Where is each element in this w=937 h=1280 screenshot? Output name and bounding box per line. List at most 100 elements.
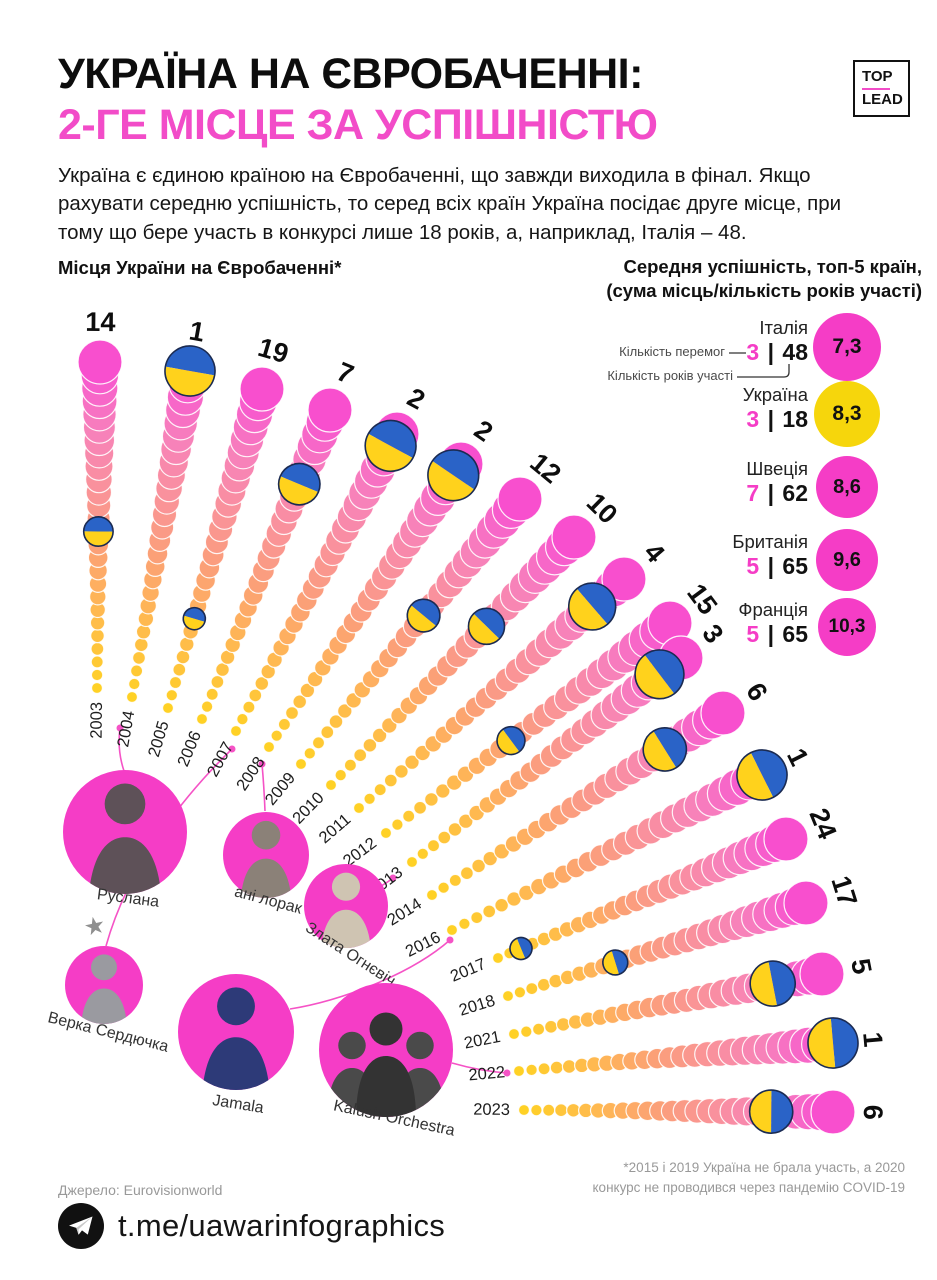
- fan-dot: [90, 628, 105, 644]
- fan-dot: [507, 1027, 521, 1041]
- fan-dot: [320, 725, 335, 740]
- fan-dot: [700, 690, 746, 736]
- fan-place-label: 24: [803, 804, 842, 843]
- fan-dot: [165, 688, 179, 702]
- logo-top-text: TOP: [862, 68, 893, 85]
- top5-title-line2: (сума місць/кількість років участі): [606, 280, 922, 302]
- fan-year-label: 2004: [114, 709, 138, 748]
- fan-dot: [200, 700, 214, 713]
- fan-dot: [404, 754, 420, 770]
- fan-dot: [90, 681, 104, 695]
- fan-dot: [391, 818, 404, 831]
- fan-dot: [416, 847, 430, 861]
- fan-dot: [458, 917, 471, 931]
- fan-dot: [195, 712, 209, 726]
- fan-dot: [205, 687, 219, 701]
- fan-place-label: 14: [85, 307, 115, 337]
- fan-dot: [324, 778, 338, 792]
- artist-photo-ruslana: [63, 770, 187, 899]
- fan-year-label: 2003: [88, 702, 106, 739]
- fan-dot: [482, 850, 498, 867]
- fan-year-label: 2007: [204, 739, 237, 780]
- country-score: 7 | 62: [588, 480, 808, 506]
- fan-ray: [517, 1089, 856, 1135]
- avg-value: 8,3: [832, 402, 862, 425]
- fan-ray: [125, 345, 216, 704]
- country-score: 5 | 65: [588, 553, 808, 579]
- fan-dot: [554, 1103, 569, 1118]
- fan-dot: [434, 783, 451, 799]
- fan-year-label: 2005: [145, 719, 173, 759]
- fan-dot: [542, 1103, 556, 1117]
- fan-dot: [445, 923, 459, 937]
- fan-place-label: 1: [187, 316, 207, 348]
- fan-dot: [130, 664, 144, 678]
- score-separator: |: [767, 406, 775, 432]
- fan-ray: [161, 366, 285, 715]
- fan-dot: [90, 655, 104, 669]
- avg-badge: 8,6: [816, 456, 878, 518]
- country-row-italy: Італія 3 | 48 7,3: [560, 312, 920, 382]
- fan-dot: [555, 1017, 571, 1032]
- connector-dot: [446, 936, 454, 944]
- ukraine-flag-marker: [164, 345, 216, 397]
- fan-dot: [132, 650, 147, 665]
- fan-year-label: 2021: [463, 1028, 502, 1053]
- fan-dot: [77, 339, 123, 385]
- ukraine-flag-marker: [567, 582, 617, 631]
- fan-dot: [561, 1059, 577, 1074]
- artist-connector-line: [451, 1062, 508, 1074]
- fan-dot: [336, 703, 353, 719]
- artist-connector-line: [118, 727, 125, 772]
- fan-ray: [262, 441, 484, 754]
- top5-title-line1: Середня успішність, топ-5 країн,: [623, 256, 922, 277]
- legend-years-label: Кількість років участі: [607, 368, 733, 383]
- fan-dot: [236, 712, 249, 726]
- fan-dot: [328, 714, 344, 729]
- fan-dot: [530, 1103, 543, 1117]
- avg-badge: 7,3: [813, 313, 881, 381]
- ukraine-flag-marker: [634, 649, 685, 700]
- fan-place-label: 6: [858, 1105, 888, 1120]
- fan-dot: [448, 873, 462, 888]
- logo-divider: [862, 87, 890, 90]
- fan-dot: [471, 858, 487, 874]
- ukraine-flag-marker: [509, 936, 533, 961]
- fan-ray: [425, 690, 746, 902]
- country-row-britain: Британія 5 | 65 9,6: [560, 525, 920, 595]
- fan-dot: [512, 1064, 526, 1078]
- telegram-handle: t.me/uawarinfographics: [118, 1208, 446, 1243]
- years-count: 65: [782, 621, 808, 647]
- fan-dot: [172, 662, 187, 677]
- fan-dot: [543, 1019, 558, 1034]
- country-name: Італія: [759, 317, 808, 338]
- fan-dot: [262, 740, 276, 754]
- ukraine-flag-marker: [602, 949, 629, 976]
- fan-ray: [229, 411, 420, 738]
- fan-dot: [239, 366, 285, 412]
- avg-value: 9,6: [833, 548, 861, 571]
- fan-dot: [210, 674, 225, 689]
- footnote-line1: *2015 і 2019 Україна не брала участь, а …: [623, 1160, 905, 1175]
- fan-dot: [371, 727, 388, 744]
- fan-place-label: 1: [857, 1031, 888, 1049]
- fan-dot: [303, 747, 317, 760]
- score-separator: |: [767, 480, 775, 506]
- fan-dot: [90, 641, 105, 656]
- page-title-pink: 2-ГЕ МІСЦЕ ЗА УСПІШНІСТЮ: [58, 101, 658, 149]
- fan-ray: [352, 556, 647, 815]
- avg-badge: 9,6: [816, 529, 878, 591]
- fan-dot: [285, 705, 300, 720]
- artist-photo-jamala: [178, 974, 294, 1095]
- fan-ray: [379, 600, 693, 840]
- score-separator: |: [767, 621, 775, 647]
- fan-dot: [426, 839, 441, 853]
- country-name: Україна: [742, 384, 808, 405]
- fan-dot: [497, 476, 543, 522]
- ukraine-flag-marker: [182, 606, 207, 631]
- avg-badge: 8,3: [814, 381, 880, 447]
- fan-dot: [501, 989, 515, 1003]
- fan-dot: [133, 637, 149, 653]
- score-separator: |: [767, 553, 775, 579]
- source-text: Джерело: Eurovisionworld: [58, 1182, 223, 1198]
